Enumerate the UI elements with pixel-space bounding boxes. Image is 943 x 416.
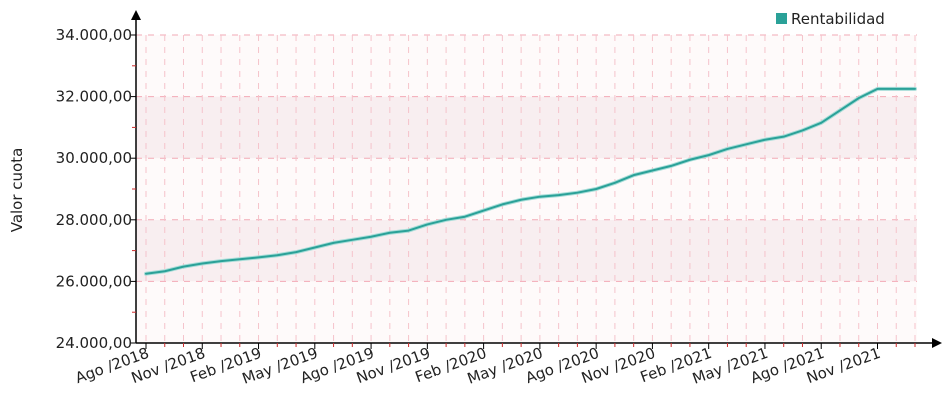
y-axis-ticks: 24.000,00 26.000,00 28.000,00 30.000,00 32.0… xyxy=(56,26,136,352)
y-tick-label: 26.000,00 xyxy=(56,272,132,290)
plot-band xyxy=(136,96,917,159)
legend[interactable]: Rentabilidad xyxy=(776,10,885,28)
x-axis-arrow xyxy=(932,338,942,348)
legend-swatch xyxy=(776,13,787,24)
series-line xyxy=(145,87,916,275)
y-axis-arrow xyxy=(131,10,141,20)
plot-band xyxy=(136,281,917,343)
legend-label: Rentabilidad xyxy=(791,10,885,28)
series-group xyxy=(144,86,917,276)
y-tick-label: 30.000,00 xyxy=(56,149,132,167)
y-tick-label: 28.000,00 xyxy=(56,211,132,229)
y-tick-label: 34.000,00 xyxy=(56,26,132,44)
y-tick-label: 24.000,00 xyxy=(56,334,132,352)
plot-band xyxy=(136,219,917,282)
grid-lines xyxy=(136,34,917,344)
plot-band xyxy=(136,158,917,220)
plot-band xyxy=(136,35,917,97)
y-tick-label: 32.000,00 xyxy=(56,88,132,106)
y-axis-title: Valor cuota xyxy=(8,148,26,233)
plot-background xyxy=(136,35,917,343)
